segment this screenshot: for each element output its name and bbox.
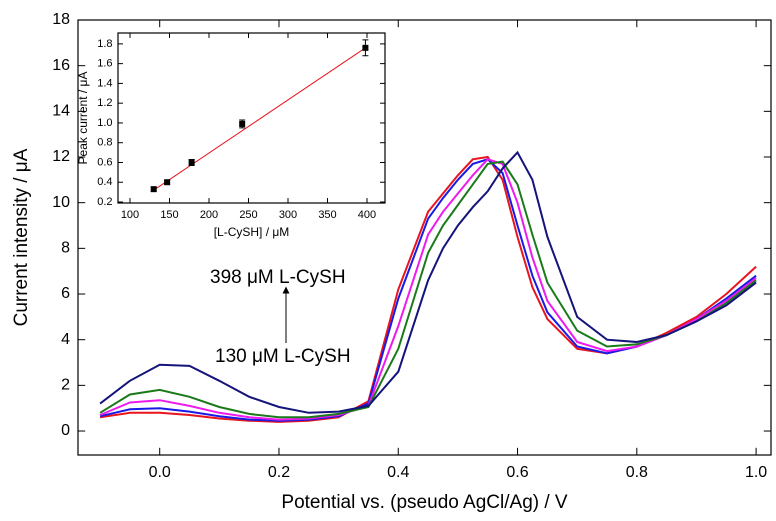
annotation: 130 μM L-CySH xyxy=(215,346,351,367)
x-tick-label: 150 xyxy=(160,209,178,221)
x-tick-label: 0.8 xyxy=(626,464,648,481)
y-tick-label: 0.4 xyxy=(97,176,112,188)
y-tick-label: 10 xyxy=(52,194,70,211)
y-tick-label: 0.2 xyxy=(97,196,112,208)
y-tick-label: 16 xyxy=(52,57,70,74)
x-tick-label: 100 xyxy=(121,209,139,221)
y-tick-label: 0 xyxy=(61,422,70,439)
y-tick-label: 1.6 xyxy=(97,58,112,70)
x-tick-label: 0.0 xyxy=(149,464,171,481)
y-tick-label: 12 xyxy=(52,148,70,165)
curve xyxy=(99,150,757,414)
x-axis-label: [L-CySH] / μM xyxy=(214,225,290,239)
curve xyxy=(99,158,757,421)
y-axis-label: Current intensity / μA xyxy=(11,148,32,326)
x-tick-label: 0.4 xyxy=(387,464,409,481)
x-tick-label: 250 xyxy=(239,209,257,221)
y-tick-label: 4 xyxy=(61,331,70,348)
y-tick-label: 1.8 xyxy=(97,38,112,50)
x-tick-label: 1.0 xyxy=(745,464,767,481)
y-tick-label: 8 xyxy=(61,240,70,257)
point xyxy=(362,44,369,51)
y-tick-label: 0.8 xyxy=(97,137,112,149)
x-axis-label: Potential vs. (pseudo AgCl/Ag) / V xyxy=(281,492,568,513)
x-tick-label: 200 xyxy=(200,209,218,221)
fit-line xyxy=(153,46,368,191)
curve xyxy=(99,160,757,419)
x-tick-label: 0.2 xyxy=(268,464,290,481)
x-tick-label: 350 xyxy=(318,209,336,221)
x-tick-label: 0.6 xyxy=(506,464,528,481)
point xyxy=(150,186,157,193)
x-tick-label: 400 xyxy=(358,209,376,221)
annotation: 398 μM L-CySH xyxy=(210,267,346,288)
point xyxy=(164,179,171,186)
y-tick-label: 18 xyxy=(52,11,70,28)
y-tick-label: 1.0 xyxy=(97,117,112,129)
y-tick-label: 0.6 xyxy=(97,156,112,168)
y-tick-label: 1.4 xyxy=(97,77,112,89)
point xyxy=(188,159,195,166)
y-tick-label: 1.2 xyxy=(97,97,112,109)
y-axis-label: Peak current / μA xyxy=(76,72,90,165)
y-tick-label: 6 xyxy=(61,285,70,302)
point xyxy=(239,120,246,127)
y-tick-label: 2 xyxy=(61,377,70,394)
x-tick-label: 300 xyxy=(279,209,297,221)
plot-frame xyxy=(117,32,386,204)
y-tick-label: 14 xyxy=(52,103,70,120)
